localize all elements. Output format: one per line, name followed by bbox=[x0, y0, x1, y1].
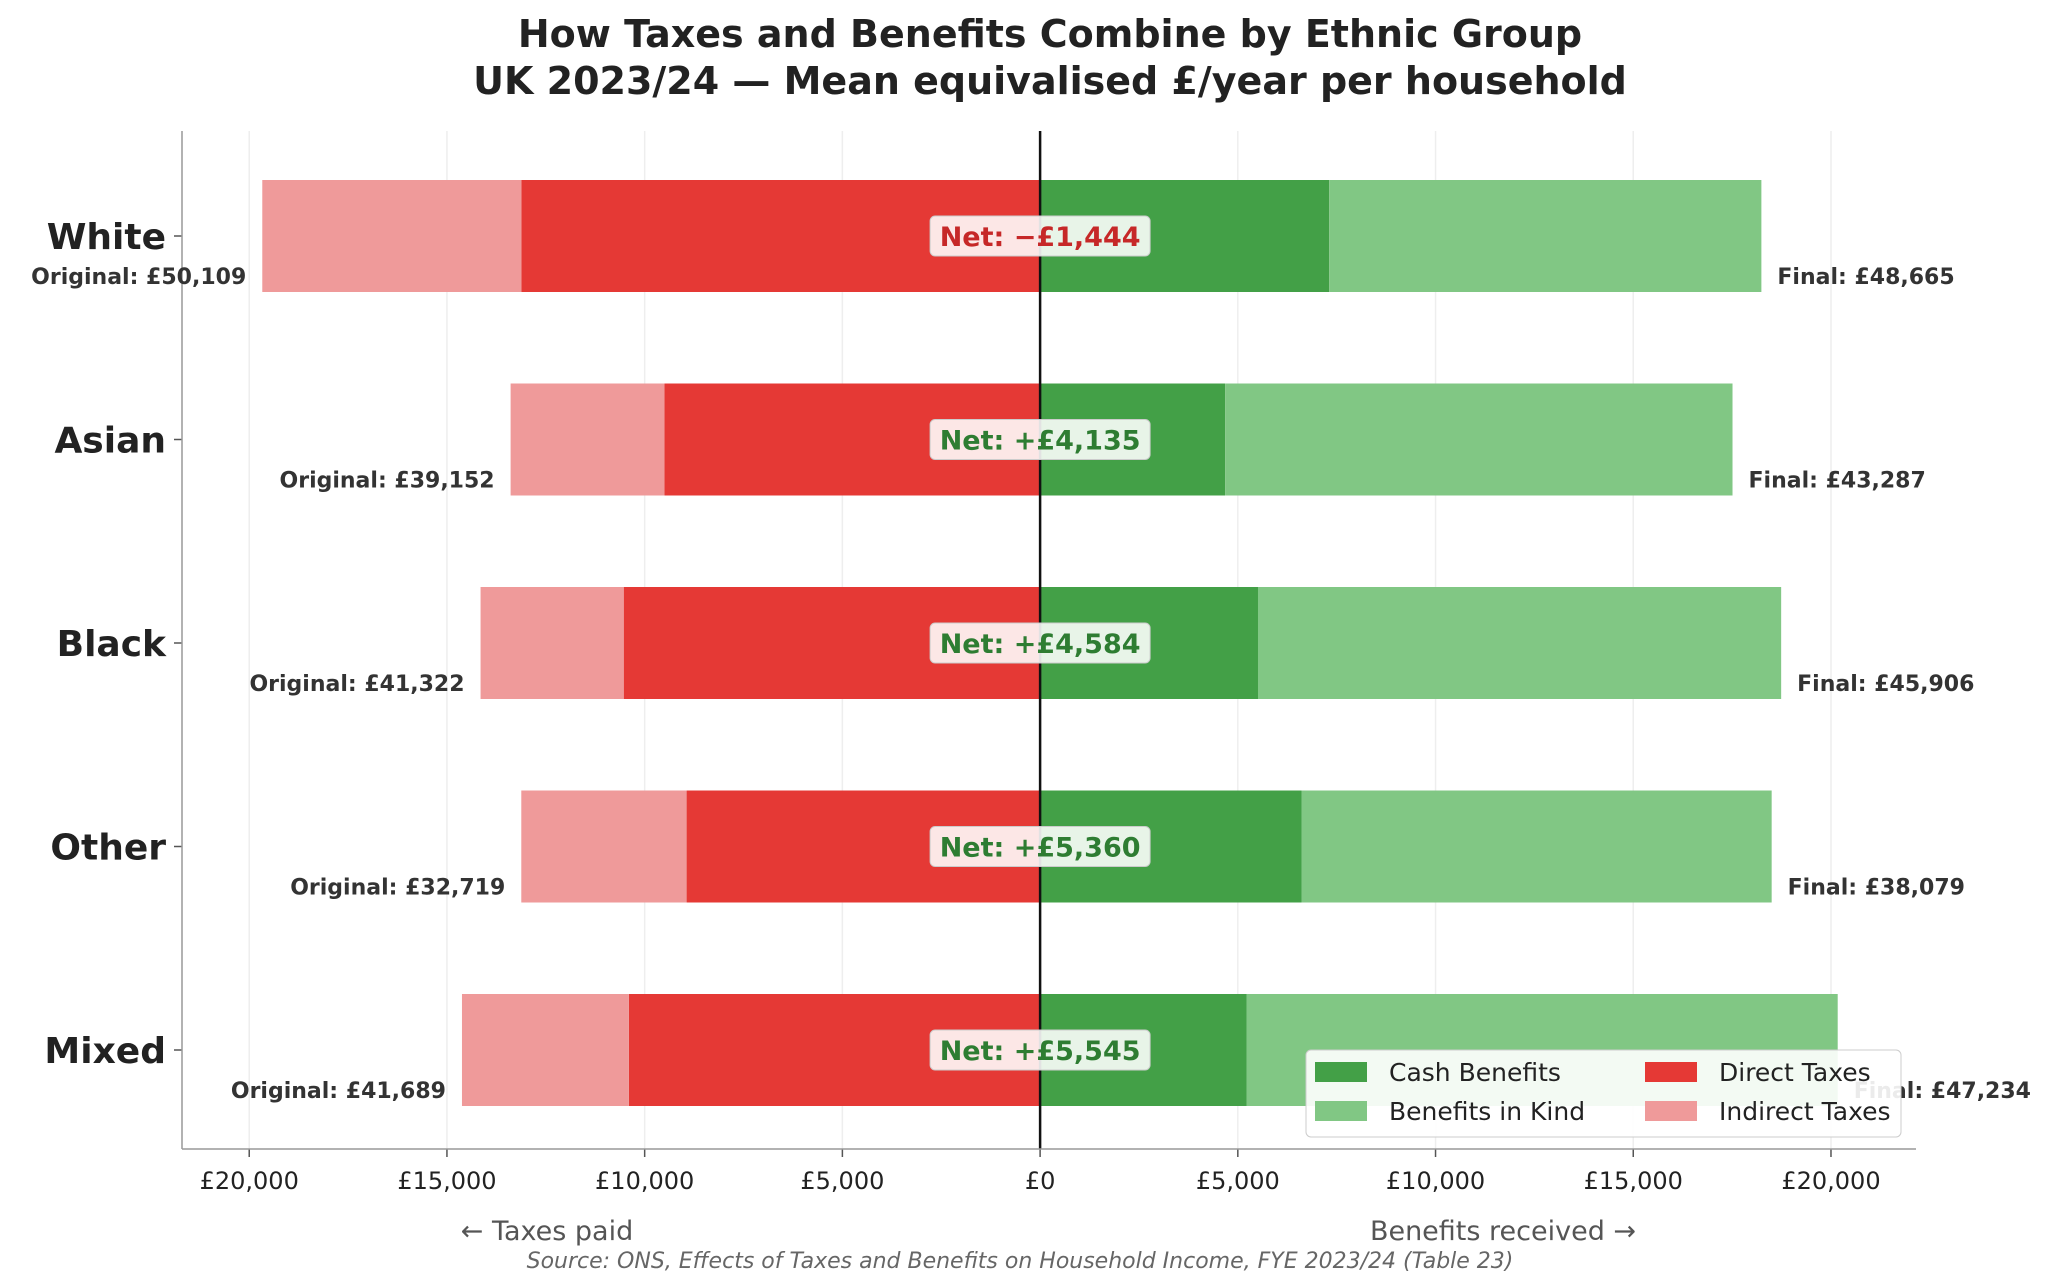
bar-indirect-taxes bbox=[461, 994, 629, 1106]
left-axis-label: ← Taxes paid bbox=[461, 1216, 634, 1247]
original-income-label: Original: £50,109 bbox=[31, 265, 246, 290]
bar-benefits-in-kind bbox=[1257, 587, 1782, 699]
net-label-box bbox=[929, 1029, 1151, 1071]
category-label: Mixed bbox=[44, 1031, 166, 1072]
legend-swatch bbox=[1315, 1062, 1367, 1082]
net-label-box bbox=[929, 826, 1151, 867]
bar-indirect-taxes bbox=[510, 383, 665, 496]
original-income-label: Original: £41,322 bbox=[249, 672, 464, 697]
legend-box bbox=[1305, 1049, 1902, 1138]
source-note: Source: ONS, Effects of Taxes and Benefi… bbox=[527, 1249, 1514, 1274]
final-income-label: Final: £48,665 bbox=[1777, 265, 1954, 290]
category-label: White bbox=[47, 217, 166, 258]
x-tick-label: £10,000 bbox=[595, 1167, 694, 1195]
legend: Cash Benefits Direct Taxes Benefits in Kin… bbox=[1305, 1049, 1902, 1138]
chart-title: How Taxes and Benefits Combine by Ethnic… bbox=[518, 12, 1582, 56]
legend-label: Cash Benefits bbox=[1389, 1058, 1561, 1087]
x-tick-label: £20,000 bbox=[200, 1167, 299, 1195]
bar-indirect-taxes bbox=[480, 587, 624, 699]
net-label: Net: +£5,545 bbox=[940, 1036, 1141, 1067]
net-label: Net: +£4,584 bbox=[940, 629, 1141, 660]
final-income-label: Final: £43,287 bbox=[1749, 469, 1926, 494]
category-label: Other bbox=[50, 828, 166, 869]
legend-swatch bbox=[1315, 1101, 1367, 1121]
original-income-label: Original: £39,152 bbox=[280, 469, 495, 494]
category-label: Asian bbox=[54, 421, 166, 462]
right-axis-label: Benefits received → bbox=[1370, 1216, 1636, 1247]
legend-swatch bbox=[1645, 1062, 1697, 1082]
chart-subtitle: UK 2023/24 — Mean equivalised £/year per… bbox=[473, 59, 1627, 103]
x-tick-label: £0 bbox=[1025, 1167, 1056, 1195]
net-label-box bbox=[929, 622, 1151, 664]
net-label-box bbox=[929, 215, 1151, 257]
x-tick-label: £15,000 bbox=[397, 1167, 496, 1195]
labels: White Original: £50,109 Final: £48,665 Net:… bbox=[31, 215, 2031, 1104]
net-label-box bbox=[929, 419, 1151, 460]
bar-indirect-taxes bbox=[262, 180, 522, 292]
original-income-label: Original: £32,719 bbox=[290, 876, 505, 901]
bar-benefits-in-kind bbox=[1329, 180, 1762, 292]
legend-label: Benefits in Kind bbox=[1389, 1097, 1585, 1126]
bar-benefits-in-kind bbox=[1301, 790, 1772, 903]
x-tick-label: £5,000 bbox=[1196, 1167, 1280, 1195]
legend-label: Indirect Taxes bbox=[1719, 1097, 1891, 1126]
net-label: Net: −£1,444 bbox=[940, 222, 1141, 253]
final-income-label: Final: £45,906 bbox=[1797, 672, 1974, 697]
legend-swatch bbox=[1645, 1101, 1697, 1121]
x-tick-label: £15,000 bbox=[1584, 1167, 1683, 1195]
bars bbox=[262, 180, 1838, 1106]
x-tick-label: £5,000 bbox=[800, 1167, 884, 1195]
bar-indirect-taxes bbox=[521, 790, 687, 903]
category-label: Black bbox=[57, 624, 167, 665]
final-income-label: Final: £38,079 bbox=[1788, 876, 1965, 901]
legend-label: Direct Taxes bbox=[1719, 1058, 1871, 1087]
x-tick-label: £10,000 bbox=[1386, 1167, 1485, 1195]
original-income-label: Original: £41,689 bbox=[231, 1079, 446, 1104]
net-label: Net: +£4,135 bbox=[940, 426, 1141, 457]
x-tick-label: £20,000 bbox=[1781, 1167, 1880, 1195]
bar-benefits-in-kind bbox=[1225, 383, 1733, 496]
net-label: Net: +£5,360 bbox=[940, 833, 1141, 864]
